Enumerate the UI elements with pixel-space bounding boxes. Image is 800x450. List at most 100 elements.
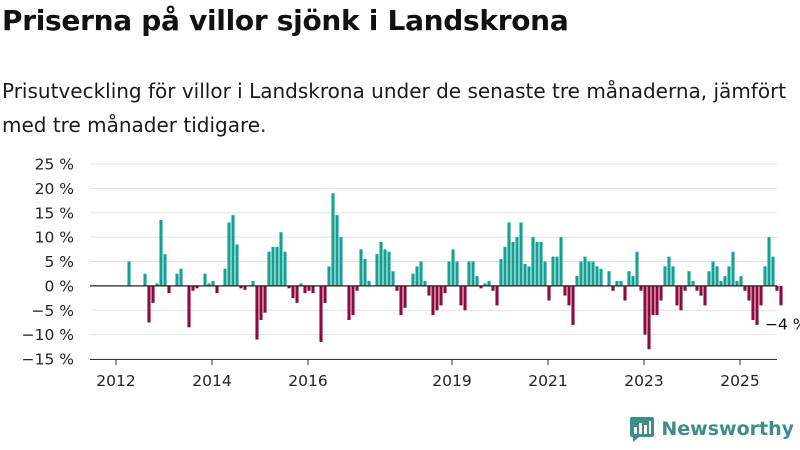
bar xyxy=(195,285,199,289)
bar xyxy=(147,285,151,323)
bar xyxy=(311,285,315,294)
bar xyxy=(595,266,599,286)
bar xyxy=(243,285,247,290)
chart-subtitle: Prisutveckling för villor i Landskrona u… xyxy=(2,79,787,137)
bar xyxy=(731,251,735,286)
bar xyxy=(303,285,307,294)
bar xyxy=(143,273,147,286)
bar xyxy=(683,285,687,291)
bar xyxy=(263,285,267,313)
bar xyxy=(415,266,419,286)
y-tick-label: 15 % xyxy=(35,204,74,222)
bar xyxy=(755,285,759,325)
bar xyxy=(703,285,707,306)
bar xyxy=(771,256,775,286)
bar xyxy=(235,244,239,286)
bar xyxy=(539,242,543,286)
bar xyxy=(531,237,535,286)
bar xyxy=(331,193,335,286)
bar xyxy=(507,222,511,286)
bar xyxy=(179,268,183,286)
bar xyxy=(231,215,235,286)
bar xyxy=(291,285,295,299)
bar xyxy=(351,285,355,316)
bar xyxy=(579,261,583,286)
bar xyxy=(307,285,311,291)
y-tick-label: −5 % xyxy=(31,302,74,320)
bar xyxy=(399,285,403,316)
bar xyxy=(571,285,575,325)
y-tick-label: 0 % xyxy=(44,277,74,295)
bar xyxy=(535,242,539,286)
x-axis: 2012 2014 2016 2019 2021 2023 2025 xyxy=(90,359,777,390)
bar xyxy=(511,242,515,286)
bar xyxy=(615,281,619,286)
bar xyxy=(363,259,367,286)
bar xyxy=(387,251,391,286)
y-tick-label: −10 % xyxy=(22,326,74,344)
y-tick-label: −15 % xyxy=(22,351,74,369)
bar xyxy=(631,276,635,286)
bar xyxy=(611,285,615,291)
x-tick-label: 2021 xyxy=(528,372,567,390)
bar xyxy=(739,276,743,286)
bar xyxy=(299,283,303,286)
bar xyxy=(251,281,255,286)
brand-name: Newsworthy xyxy=(661,418,794,440)
bar xyxy=(523,263,527,286)
bar xyxy=(775,285,779,291)
bar xyxy=(623,285,627,301)
bar xyxy=(459,285,463,306)
latest-value-label: −4 % xyxy=(765,315,800,333)
bar xyxy=(227,222,231,286)
bar xyxy=(403,285,407,308)
bar xyxy=(679,285,683,311)
bar xyxy=(555,256,559,286)
bar xyxy=(659,285,663,301)
bar xyxy=(391,271,395,286)
bar xyxy=(499,259,503,286)
bar xyxy=(487,281,491,286)
bar xyxy=(747,285,751,301)
brand-logo[interactable]: Newsworthy xyxy=(629,414,794,444)
bar xyxy=(419,261,423,286)
bar xyxy=(735,281,739,286)
newsworthy-chart-bubble-icon xyxy=(630,417,655,442)
y-axis-ticks: −15 % −10 % −5 % 0 % 5 % 10 % 15 % 20 % 25 % xyxy=(22,156,74,369)
y-tick-label: 20 % xyxy=(35,180,74,198)
bar xyxy=(547,285,551,301)
x-tick-label: 2014 xyxy=(192,372,231,390)
bar xyxy=(699,285,703,296)
bar xyxy=(543,261,547,286)
bar xyxy=(395,285,399,291)
bar xyxy=(503,246,507,286)
bar xyxy=(475,276,479,286)
bar xyxy=(203,273,207,286)
bar xyxy=(275,246,279,286)
bar xyxy=(751,285,755,321)
bar xyxy=(691,281,695,286)
bar xyxy=(471,261,475,286)
bar xyxy=(551,256,555,286)
bar xyxy=(375,254,379,286)
bar xyxy=(127,261,131,286)
bar xyxy=(671,266,675,286)
bar xyxy=(647,285,651,350)
bar xyxy=(655,285,659,316)
bar xyxy=(383,249,387,286)
bar xyxy=(175,273,179,286)
bar xyxy=(279,232,283,286)
bar xyxy=(727,266,731,286)
bar xyxy=(443,285,447,294)
bar xyxy=(767,237,771,286)
bar xyxy=(467,261,471,286)
bar xyxy=(359,249,363,286)
bar xyxy=(451,249,455,286)
bar xyxy=(151,285,155,303)
bar xyxy=(643,285,647,335)
x-tick-label: 2012 xyxy=(96,372,135,390)
bar xyxy=(295,285,299,303)
bar xyxy=(223,268,227,286)
bar xyxy=(559,237,563,286)
bar xyxy=(763,266,767,286)
